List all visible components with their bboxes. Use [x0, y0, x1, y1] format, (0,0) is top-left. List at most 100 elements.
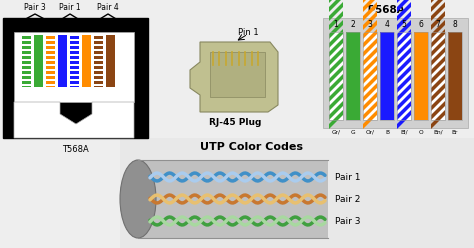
Bar [46, 36, 55, 39]
Text: Pair 4: Pair 4 [97, 3, 119, 12]
Text: Pair 3: Pair 3 [335, 217, 361, 225]
Text: Or/: Or/ [365, 130, 374, 135]
Bar [70, 81, 79, 84]
Polygon shape [431, 0, 445, 12]
Bar [94, 76, 103, 79]
Bar [22, 66, 31, 69]
Bar [70, 56, 79, 59]
Bar [120, 138, 474, 248]
Bar [70, 36, 79, 39]
Polygon shape [431, 0, 445, 3]
Polygon shape [329, 47, 343, 66]
Text: 2: 2 [351, 20, 356, 29]
Text: Pair 2: Pair 2 [335, 194, 360, 204]
Bar [22, 51, 31, 54]
Polygon shape [431, 74, 445, 93]
Bar [22, 56, 31, 59]
Text: 3: 3 [367, 20, 373, 29]
Bar [94, 36, 103, 39]
Bar [414, 32, 428, 120]
Bar [22, 46, 31, 49]
Text: 4: 4 [61, 90, 64, 95]
Text: 3: 3 [48, 90, 53, 95]
Text: 7: 7 [436, 20, 440, 29]
Text: RJ-45 Plug: RJ-45 Plug [209, 118, 261, 127]
Polygon shape [329, 2, 343, 21]
Bar [46, 61, 55, 64]
Bar [22, 61, 31, 64]
Bar [22, 86, 31, 87]
Bar [22, 71, 31, 74]
Polygon shape [397, 38, 411, 57]
Text: 8: 8 [453, 20, 457, 29]
Bar [46, 41, 55, 44]
Polygon shape [329, 110, 343, 129]
Bar [22, 35, 31, 87]
Bar [94, 61, 103, 64]
Polygon shape [363, 38, 377, 57]
Bar [329, 32, 343, 120]
Bar [70, 46, 79, 49]
Bar [82, 35, 91, 87]
Bar [94, 66, 103, 69]
Text: G: G [351, 130, 356, 135]
Bar [346, 32, 360, 120]
Bar [431, 32, 445, 120]
Polygon shape [363, 74, 377, 93]
Polygon shape [397, 29, 411, 48]
Polygon shape [363, 2, 377, 21]
Polygon shape [397, 0, 411, 3]
Bar [431, 32, 445, 120]
Polygon shape [397, 0, 411, 12]
Text: T-568A: T-568A [366, 5, 406, 15]
Polygon shape [363, 92, 377, 111]
Polygon shape [431, 65, 445, 84]
Bar [94, 41, 103, 44]
Polygon shape [363, 101, 377, 120]
Polygon shape [397, 2, 411, 21]
Polygon shape [14, 102, 134, 138]
Polygon shape [329, 101, 343, 120]
Text: Pin 1: Pin 1 [237, 28, 258, 37]
Bar [346, 32, 360, 120]
Polygon shape [431, 38, 445, 57]
Bar [380, 32, 394, 120]
Bar [94, 46, 103, 49]
Bar [14, 32, 134, 102]
Bar [46, 81, 55, 84]
Polygon shape [397, 74, 411, 93]
Polygon shape [431, 2, 445, 21]
Bar [70, 41, 79, 44]
Polygon shape [363, 56, 377, 75]
Polygon shape [363, 0, 377, 3]
Bar [397, 32, 411, 120]
Bar [138, 160, 328, 238]
Text: 1: 1 [25, 90, 28, 95]
Polygon shape [397, 56, 411, 75]
Text: 2: 2 [36, 90, 40, 95]
Polygon shape [329, 11, 343, 30]
Polygon shape [329, 83, 343, 102]
Text: 8: 8 [109, 90, 112, 95]
Polygon shape [431, 92, 445, 111]
Text: 4: 4 [384, 20, 390, 29]
Bar [46, 86, 55, 87]
Ellipse shape [120, 160, 156, 238]
Polygon shape [397, 11, 411, 30]
Bar [70, 51, 79, 54]
Bar [363, 32, 377, 120]
Text: Gr/: Gr/ [331, 130, 340, 135]
Polygon shape [329, 56, 343, 75]
Text: Pair 1: Pair 1 [335, 173, 361, 182]
Bar [58, 35, 67, 87]
Polygon shape [397, 92, 411, 111]
Polygon shape [363, 0, 377, 12]
Polygon shape [329, 0, 343, 12]
Polygon shape [363, 20, 377, 39]
Polygon shape [397, 110, 411, 129]
Text: Pair 3: Pair 3 [24, 3, 46, 12]
Polygon shape [431, 101, 445, 120]
Bar [46, 56, 55, 59]
Bar [380, 32, 394, 120]
Polygon shape [329, 92, 343, 111]
